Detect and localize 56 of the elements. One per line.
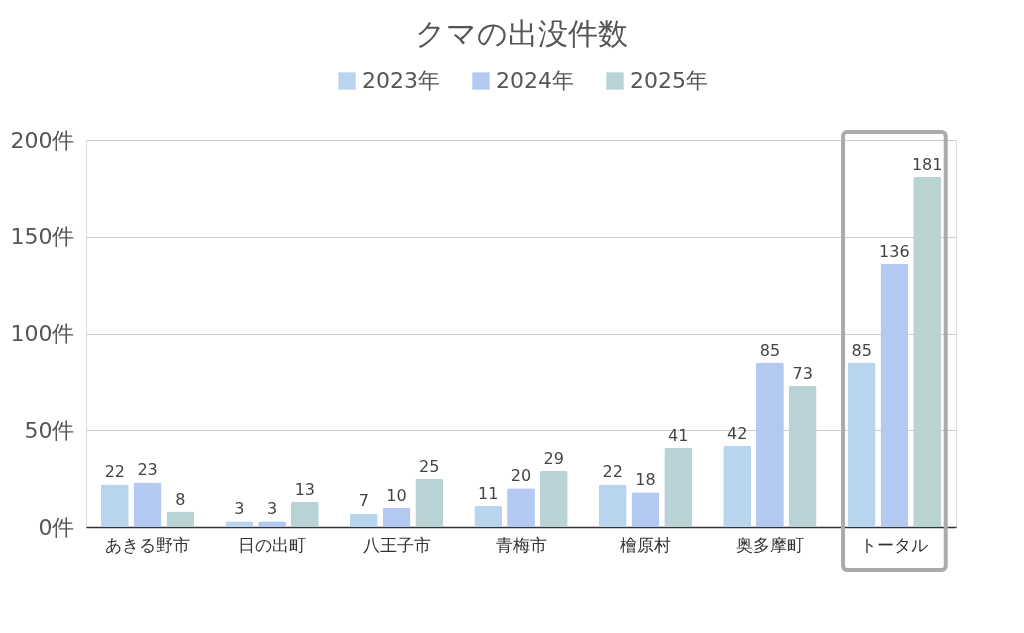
data-label: 20 [510,466,532,486]
bar [474,505,503,527]
x-tick-label: 青梅市 [495,534,547,555]
legend-label: 2025年 [630,68,708,93]
bar [913,176,942,527]
bar [100,484,129,527]
bar [382,507,411,527]
x-tick-label: 檜原村 [619,534,671,555]
data-label: 3 [234,499,245,519]
bar [415,478,444,527]
y-tick-label: 0件 [38,514,75,540]
data-label: 85 [851,340,872,360]
bar [507,488,535,527]
x-tick-label: あきる野市 [105,534,191,555]
data-label: 18 [635,470,656,490]
legend-label: 2024年 [496,68,574,93]
bar [756,362,784,527]
bar [539,470,568,527]
data-label: 181 [911,154,943,174]
bar [788,385,817,527]
bar [133,482,162,527]
data-label: 23 [137,460,158,480]
data-label: 85 [759,340,781,360]
bar [290,501,319,527]
y-tick-label: 200件 [10,127,75,153]
data-label: 8 [175,489,186,509]
bar [166,511,195,527]
data-label: 22 [104,462,126,482]
y-tick-label: 100件 [10,321,75,346]
data-label: 13 [294,479,316,499]
data-label: 10 [386,485,407,505]
data-label: 41 [668,425,689,445]
bar [664,447,693,527]
data-label: 11 [478,483,499,503]
x-tick-label: 日の出町 [238,534,307,555]
y-tick-label: 50件 [24,417,75,443]
bar [880,263,909,527]
bar [598,484,627,527]
y-tick-label: 150件 [10,224,75,250]
x-tick-label: 奥多摩町 [735,534,804,555]
x-tick-label: 八王子市 [362,534,431,555]
bar [349,513,378,527]
data-label: 29 [543,448,564,468]
bar [723,445,752,527]
bar [631,492,660,527]
data-label: 7 [358,491,369,511]
bar [847,362,876,527]
data-label: 73 [792,363,813,383]
data-label: 136 [879,241,910,261]
x-tick-label: トータル [860,534,929,555]
data-label: 22 [602,462,623,482]
data-label: 25 [419,456,440,476]
data-label: 42 [726,423,748,443]
data-label: 3 [266,499,278,519]
legend-label: 2023年 [362,68,440,93]
chart-title: クマの出没件数 [414,16,628,51]
